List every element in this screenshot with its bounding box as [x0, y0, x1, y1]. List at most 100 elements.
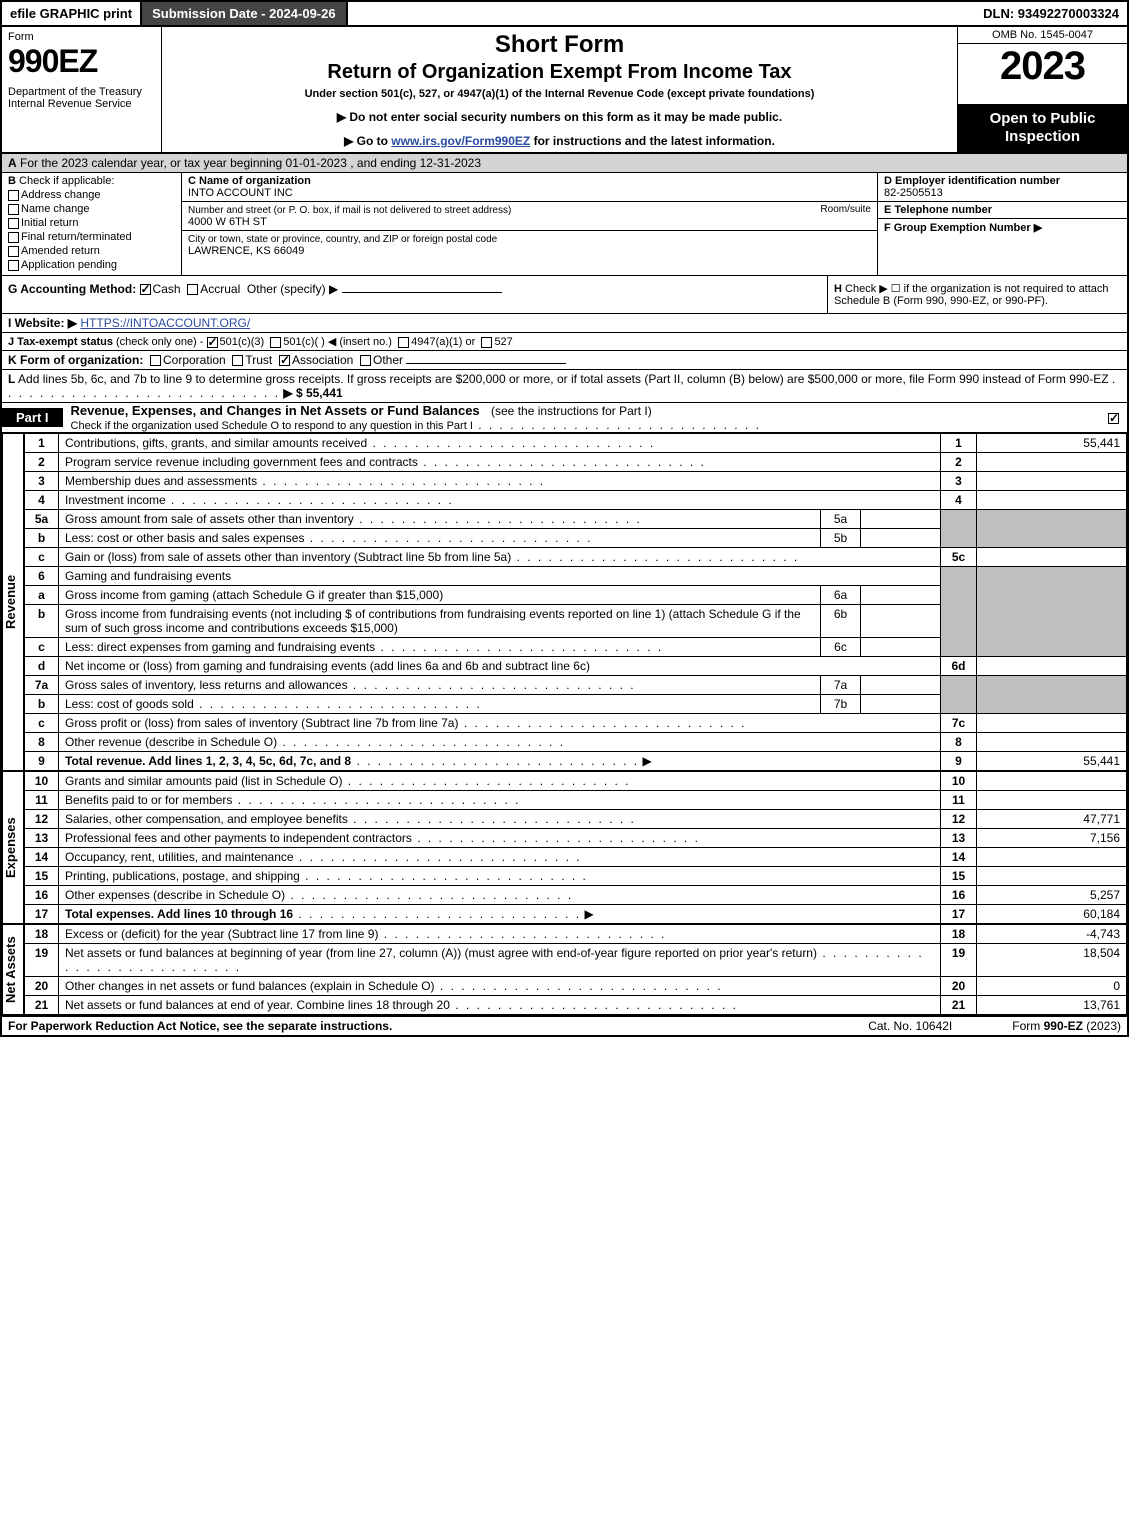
- chk-name-change[interactable]: Name change: [8, 203, 175, 215]
- footer-left: For Paperwork Reduction Act Notice, see …: [8, 1019, 392, 1033]
- part-i-checkbox[interactable]: [1108, 411, 1127, 425]
- org-city: LAWRENCE, KS 66049: [188, 245, 304, 257]
- val-10: [977, 772, 1127, 791]
- section-def: D Employer identification number 82-2505…: [877, 173, 1127, 275]
- side-revenue: Revenue: [2, 433, 24, 771]
- k-label: K Form of organization:: [8, 353, 143, 367]
- val-5c: [977, 548, 1127, 567]
- form-number: 990EZ: [8, 43, 155, 80]
- c-street-label: Number and street (or P. O. box, if mail…: [188, 205, 511, 216]
- header-center: Short Form Return of Organization Exempt…: [162, 27, 957, 152]
- chk-501c[interactable]: [270, 337, 281, 348]
- other-org-line: [406, 363, 566, 364]
- topbar-spacer: [348, 2, 976, 25]
- section-l: L Add lines 5b, 6c, and 7b to line 9 to …: [2, 370, 1127, 403]
- val-9: 55,441: [977, 752, 1127, 771]
- chk-501c3[interactable]: [207, 337, 218, 348]
- line-a-label: A: [8, 156, 17, 170]
- omb-number: OMB No. 1545-0047: [958, 27, 1127, 44]
- val-1: 55,441: [977, 434, 1127, 453]
- i-label: I Website: ▶: [8, 316, 77, 330]
- side-netassets: Net Assets: [2, 924, 24, 1015]
- l-text: Add lines 5b, 6c, and 7b to line 9 to de…: [18, 372, 1109, 386]
- val-5b: [861, 529, 941, 548]
- part-i-title: Revenue, Expenses, and Changes in Net As…: [63, 401, 488, 420]
- chk-amended-return[interactable]: Amended return: [8, 245, 175, 257]
- c-name-row: C Name of organization INTO ACCOUNT INC: [182, 173, 877, 202]
- h-text: Check ▶ ☐ if the organization is not req…: [834, 283, 1109, 307]
- val-7c: [977, 714, 1127, 733]
- chk-initial-return[interactable]: Initial return: [8, 217, 175, 229]
- chk-address-change[interactable]: Address change: [8, 189, 175, 201]
- g-label: G Accounting Method:: [8, 282, 136, 296]
- line-a: A For the 2023 calendar year, or tax yea…: [2, 154, 1127, 173]
- val-8: [977, 733, 1127, 752]
- form-word: Form: [8, 31, 155, 43]
- irs-link[interactable]: www.irs.gov/Form990EZ: [391, 134, 530, 148]
- ein: 82-2505513: [884, 187, 943, 199]
- room-label: Room/suite: [820, 204, 871, 228]
- chk-corp[interactable]: [150, 355, 161, 366]
- val-6a: [861, 586, 941, 605]
- val-19: 18,504: [977, 944, 1127, 977]
- part-i-header: Part I Revenue, Expenses, and Changes in…: [2, 403, 1127, 433]
- val-15: [977, 867, 1127, 886]
- val-3: [977, 472, 1127, 491]
- l-arrow: ▶ $ 55,441: [283, 386, 342, 400]
- chk-final-return[interactable]: Final return/terminated: [8, 231, 175, 243]
- section-d: D Employer identification number 82-2505…: [878, 173, 1127, 202]
- footer: For Paperwork Reduction Act Notice, see …: [2, 1015, 1127, 1035]
- chk-trust[interactable]: [232, 355, 243, 366]
- c-city-row: City or town, state or province, country…: [182, 231, 877, 259]
- chk-application-pending[interactable]: Application pending: [8, 259, 175, 271]
- netassets-table: 18Excess or (deficit) for the year (Subt…: [24, 924, 1127, 1015]
- dept-label: Department of the Treasury Internal Reve…: [8, 86, 155, 110]
- block-bcdef: B Check if applicable: Address change Na…: [2, 173, 1127, 276]
- tax-year: 2023: [958, 44, 1127, 104]
- dln: DLN: 93492270003324: [975, 2, 1127, 25]
- section-g: G Accounting Method: Cash Accrual Other …: [2, 276, 827, 313]
- revenue-section: Revenue 1Contributions, gifts, grants, a…: [2, 433, 1127, 771]
- chk-527[interactable]: [481, 337, 492, 348]
- chk-assoc[interactable]: [279, 355, 290, 366]
- val-7b: [861, 695, 941, 714]
- short-form-title: Short Form: [170, 31, 949, 59]
- val-6b: [861, 605, 941, 638]
- val-20: 0: [977, 977, 1127, 996]
- section-b: B Check if applicable: Address change Na…: [2, 173, 182, 275]
- val-21: 13,761: [977, 996, 1127, 1015]
- subtitle: Under section 501(c), 527, or 4947(a)(1)…: [170, 88, 949, 100]
- val-11: [977, 791, 1127, 810]
- val-13: 7,156: [977, 829, 1127, 848]
- c-street-row: Number and street (or P. O. box, if mail…: [182, 202, 877, 231]
- val-16: 5,257: [977, 886, 1127, 905]
- header: Form 990EZ Department of the Treasury In…: [2, 27, 1127, 154]
- e-label: E Telephone number: [884, 204, 992, 216]
- line-a-text: For the 2023 calendar year, or tax year …: [20, 156, 481, 170]
- chk-4947[interactable]: [398, 337, 409, 348]
- note-link: ▶ Go to www.irs.gov/Form990EZ for instru…: [170, 134, 949, 148]
- note2-prefix: ▶ Go to: [344, 134, 391, 148]
- header-left: Form 990EZ Department of the Treasury In…: [2, 27, 162, 152]
- val-17: 60,184: [977, 905, 1127, 924]
- c-name-label: C Name of organization: [188, 175, 311, 187]
- chk-other-org[interactable]: [360, 355, 371, 366]
- val-4: [977, 491, 1127, 510]
- j-sub: (check only one) -: [116, 336, 203, 348]
- val-2: [977, 453, 1127, 472]
- b-label: B: [8, 175, 16, 187]
- website-link[interactable]: HTTPS://INTOACCOUNT.ORG/: [80, 316, 250, 330]
- header-right: OMB No. 1545-0047 2023 Open to Public In…: [957, 27, 1127, 152]
- section-k: K Form of organization: Corporation Trus…: [2, 351, 1127, 370]
- section-c: C Name of organization INTO ACCOUNT INC …: [182, 173, 877, 275]
- footer-right: Form 990-EZ (2023): [1012, 1019, 1121, 1033]
- org-street: 4000 W 6TH ST: [188, 216, 267, 228]
- submission-date: Submission Date - 2024-09-26: [140, 2, 348, 25]
- val-12: 47,771: [977, 810, 1127, 829]
- chk-accrual[interactable]: [187, 284, 198, 295]
- val-6d: [977, 657, 1127, 676]
- open-to-public: Open to Public Inspection: [958, 104, 1127, 152]
- chk-cash[interactable]: [140, 284, 151, 295]
- footer-catno: Cat. No. 10642I: [868, 1019, 952, 1033]
- row-gh: G Accounting Method: Cash Accrual Other …: [2, 276, 1127, 314]
